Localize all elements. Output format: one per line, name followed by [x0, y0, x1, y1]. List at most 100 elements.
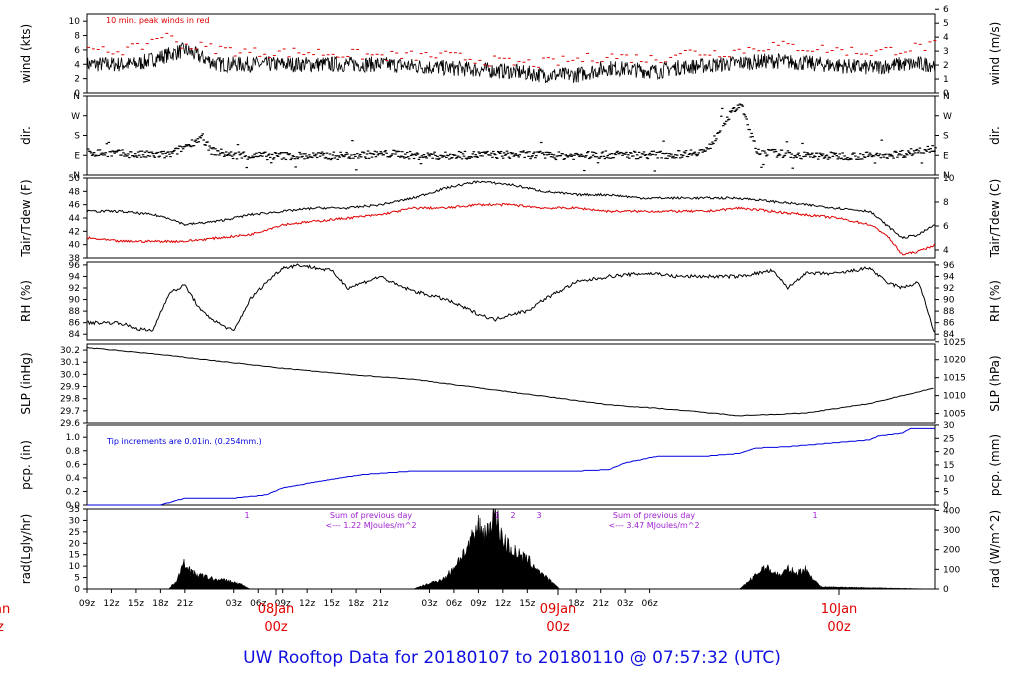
dir-point: [258, 151, 261, 154]
wind-right-axis-label: wind (m/s): [988, 22, 1002, 86]
dir-point: [678, 157, 682, 159]
dir-point: [761, 150, 764, 152]
dir-point: [745, 118, 749, 120]
dir-point: [613, 153, 616, 155]
dir-point: [878, 153, 882, 155]
dir-point: [417, 158, 421, 160]
dir-point: [324, 156, 328, 159]
dir-point: [842, 158, 845, 161]
dir-point: [592, 151, 596, 154]
dir-point: [153, 156, 157, 158]
dir-point: [396, 150, 399, 152]
dir-point: [664, 157, 667, 159]
dir-point: [207, 149, 210, 151]
dir-point: [931, 145, 934, 147]
slp-left-tick-label: 29.6: [60, 419, 80, 429]
dir-point: [797, 152, 800, 154]
dir-point: [552, 154, 556, 156]
dir-point: [189, 146, 193, 148]
dir-point: [733, 110, 737, 113]
dir-point: [287, 154, 291, 156]
rh-right-tick-label: 96: [943, 261, 955, 271]
dir-point: [158, 155, 161, 157]
dir-point: [209, 147, 212, 149]
dir-point: [823, 156, 827, 158]
dir-point: [881, 154, 885, 156]
rad-left-tick-label: 20: [69, 539, 81, 549]
dir-point: [414, 154, 418, 156]
dir-point: [777, 153, 781, 155]
dir-point: [106, 155, 110, 158]
dir-point: [582, 155, 585, 157]
dir-point: [810, 153, 813, 155]
dir-point: [266, 158, 269, 161]
pcp-right-tick-label: 20: [943, 448, 955, 458]
dir-point: [848, 158, 851, 160]
dir-point: [919, 152, 923, 154]
dir-point: [382, 154, 385, 156]
dir-point: [654, 154, 658, 156]
dir-point: [197, 141, 201, 143]
dir-point: [474, 154, 477, 156]
dir-point: [514, 153, 518, 155]
dir-point: [781, 156, 785, 159]
dir-point: [859, 153, 862, 155]
dir-point: [379, 151, 383, 153]
dir-point: [347, 157, 350, 159]
dir-point: [620, 152, 623, 154]
dir-point: [483, 151, 486, 153]
dir-point: [413, 153, 417, 155]
dir-point: [225, 154, 229, 157]
temp-left-tick-label: 40: [69, 241, 81, 251]
dir-point: [635, 154, 639, 156]
dir-point: [229, 151, 233, 153]
dir-point: [350, 154, 353, 156]
dir-point: [268, 153, 271, 155]
dir-point: [865, 151, 869, 153]
rad-left-tick-label: 25: [69, 528, 80, 538]
wind-left-tick-label: 4: [74, 60, 80, 70]
dir-point: [547, 153, 551, 155]
dir-point: [737, 106, 741, 109]
dir-point: [637, 151, 641, 153]
rad-marker-label: 1: [494, 511, 499, 520]
dir-point: [606, 154, 610, 157]
dir-point: [116, 150, 119, 152]
temp-right-axis-label: Tair/Tdew (C): [988, 179, 1002, 259]
dir-point: [185, 145, 189, 147]
day-date-label: 09Jan: [540, 602, 577, 617]
rad-marker-label: 1: [244, 511, 249, 520]
dir-point: [373, 150, 377, 152]
dir-point: [356, 153, 359, 155]
dir-point: [269, 162, 273, 164]
dir-point: [806, 152, 809, 154]
dir-point: [808, 154, 811, 156]
dir-point: [694, 153, 698, 155]
dir-point: [753, 140, 756, 142]
rad-left-tick-label: 35: [69, 505, 80, 515]
time-tick-label: 21z: [177, 599, 193, 609]
dir-point: [908, 153, 912, 155]
dir-point: [570, 155, 573, 157]
dir-point: [667, 155, 670, 157]
cut-day-date-label: an: [0, 602, 10, 617]
slp-right-tick-label: 1015: [943, 374, 966, 384]
dir-point: [486, 150, 489, 153]
dir-point: [689, 149, 693, 151]
dir-point: [333, 157, 337, 159]
dir-point: [145, 150, 149, 152]
dir-point: [230, 155, 234, 157]
dir-point: [250, 156, 253, 159]
dir-point: [917, 150, 921, 152]
dir-point: [702, 149, 705, 151]
dir-point: [918, 147, 922, 149]
dir-point: [911, 153, 915, 155]
dir-point: [130, 151, 133, 153]
dir-point: [111, 150, 114, 152]
dir-point: [891, 155, 894, 157]
temp-left-tick-label: 44: [69, 214, 81, 224]
dir-point: [565, 155, 568, 157]
dir-point: [419, 163, 423, 165]
rh-right-tick-label: 84: [943, 330, 955, 340]
dir-point: [630, 152, 633, 154]
